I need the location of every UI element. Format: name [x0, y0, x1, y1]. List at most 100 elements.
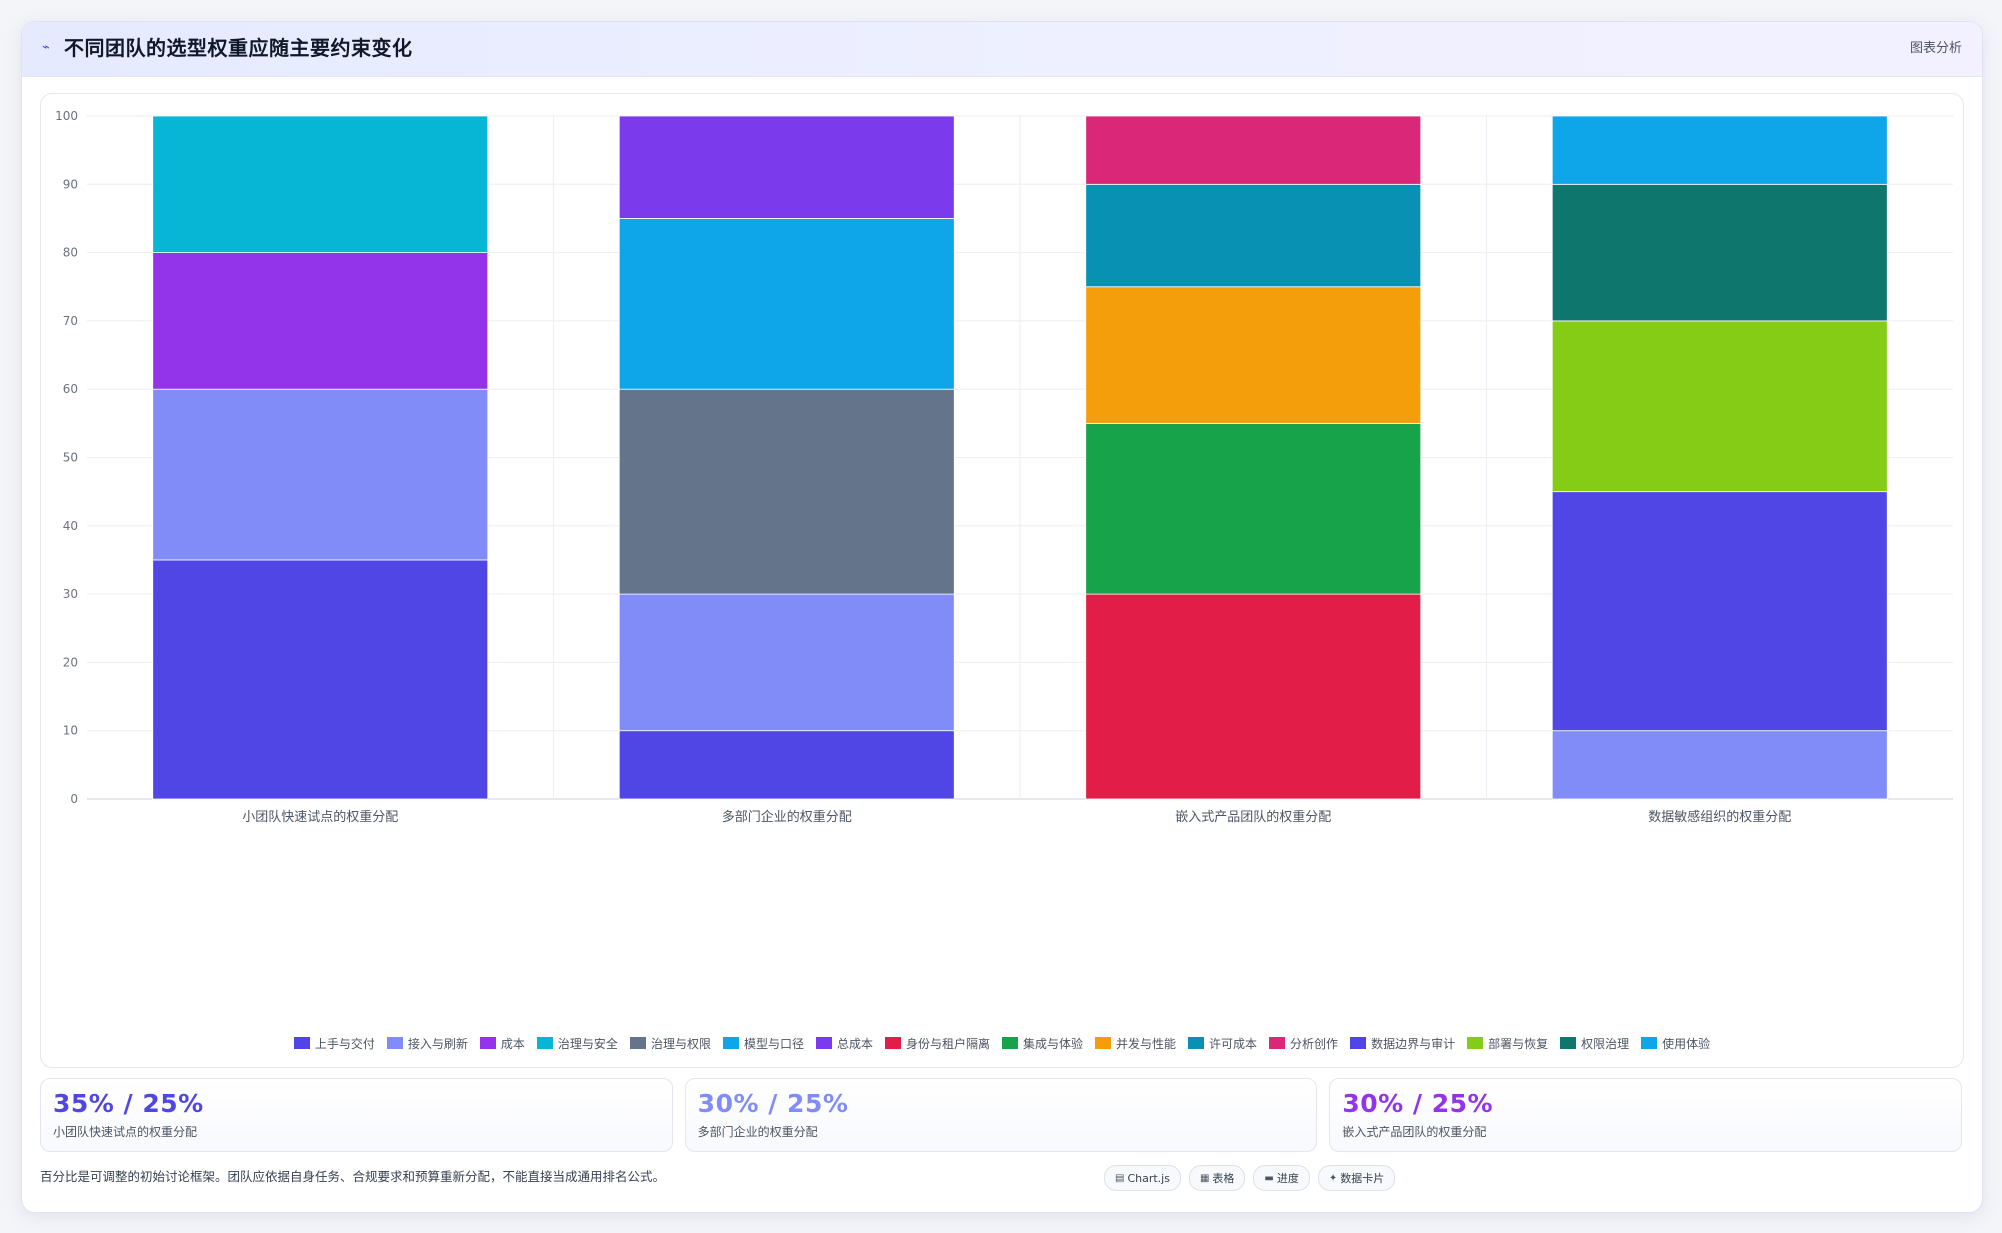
- bar-segment: [618, 388, 955, 595]
- bar-segment: [1551, 183, 1888, 322]
- y-tick-label: 70: [63, 314, 78, 328]
- legend-item[interactable]: 权限治理: [1560, 1035, 1629, 1052]
- legend-label: 并发与性能: [1116, 1036, 1177, 1051]
- legend-label: 许可成本: [1209, 1036, 1258, 1051]
- legend-swatch: [1560, 1037, 1577, 1049]
- legend-swatch: [386, 1037, 403, 1049]
- stat-value: 30% / 25%: [697, 1089, 849, 1118]
- legend-label: 成本: [500, 1036, 525, 1051]
- y-tick-label: 50: [63, 451, 78, 465]
- y-tick-label: 100: [55, 109, 78, 123]
- view-button[interactable]: ▦ 表格: [1188, 1165, 1246, 1191]
- bar-segment: [152, 559, 489, 800]
- stat-label: 小团队快速试点的权重分配: [53, 1125, 198, 1139]
- legend-swatch: [1269, 1037, 1286, 1049]
- legend-item[interactable]: 接入与刷新: [386, 1035, 468, 1052]
- stat-card: 30% / 25% 多部门企业的权重分配: [684, 1078, 1318, 1152]
- legend-item[interactable]: 成本: [479, 1035, 525, 1052]
- stat-value: 35% / 25%: [53, 1089, 204, 1118]
- legend-swatch: [815, 1037, 832, 1049]
- view-button-label: Chart.js: [1127, 1171, 1170, 1185]
- legend-item[interactable]: 身份与租户隔离: [884, 1035, 990, 1052]
- y-tick-label: 20: [63, 655, 78, 669]
- legend-swatch: [1095, 1037, 1112, 1049]
- legend-swatch: [536, 1037, 553, 1049]
- legend-label: 使用体验: [1662, 1036, 1711, 1051]
- legend-item[interactable]: 分析创作: [1269, 1035, 1338, 1052]
- bar-segment: [152, 388, 489, 561]
- legend-swatch: [1350, 1037, 1367, 1049]
- legend-label: 模型与口径: [743, 1036, 804, 1051]
- stat-value: 30% / 25%: [1342, 1089, 1494, 1118]
- view-button[interactable]: ✦ 数据卡片: [1317, 1165, 1396, 1191]
- legend-item[interactable]: 治理与权限: [629, 1035, 711, 1052]
- bar-segment: [1551, 320, 1888, 493]
- x-tick-label: 数据敏感组织的权重分配: [1648, 809, 1791, 825]
- legend-item[interactable]: 许可成本: [1188, 1035, 1257, 1052]
- y-tick-label: 90: [63, 177, 78, 191]
- view-button-label: 数据卡片: [1340, 1172, 1385, 1185]
- legend-label: 上手与交付: [314, 1036, 375, 1051]
- view-icon: ✦: [1328, 1172, 1338, 1184]
- legend-swatch: [884, 1037, 901, 1049]
- view-toolbar: ▤ Chart.js ▦ 表格 ▬ 进度 ✦ 数据卡片: [1104, 1165, 1396, 1191]
- legend-item[interactable]: 上手与交付: [293, 1035, 375, 1052]
- legend-label: 接入与刷新: [407, 1036, 468, 1051]
- bar-segment: [618, 730, 955, 800]
- x-tick-label: 多部门企业的权重分配: [722, 809, 852, 825]
- legend-item[interactable]: 集成与体验: [1002, 1035, 1083, 1052]
- legend-label: 治理与安全: [557, 1036, 618, 1051]
- legend-swatch: [1467, 1037, 1484, 1049]
- y-tick-label: 80: [63, 246, 78, 260]
- stat-label: 嵌入式产品团队的权重分配: [1342, 1125, 1487, 1139]
- legend-swatch: [1188, 1037, 1205, 1049]
- legend-item[interactable]: 部署与恢复: [1467, 1035, 1548, 1052]
- bar-segment: [618, 218, 955, 390]
- legend-item[interactable]: 数据边界与审计: [1350, 1035, 1455, 1052]
- view-button[interactable]: ▤ Chart.js: [1104, 1165, 1181, 1191]
- legend-item[interactable]: 使用体验: [1641, 1035, 1710, 1052]
- legend-label: 身份与租户隔离: [905, 1036, 990, 1051]
- chart-trend-icon: ⌁: [42, 40, 50, 55]
- bar-segment: [618, 593, 955, 732]
- stacked-bar-chart: 0 10 20 30 40 50 60 70 80 90 100 小团队快速试点的权重分配 多部门企业的…: [55, 109, 1953, 825]
- x-tick-label: 小团队快速试点的权重分配: [242, 809, 398, 825]
- view-icon: ▤: [1115, 1172, 1125, 1184]
- legend-label: 集成与体验: [1023, 1036, 1084, 1051]
- legend-item[interactable]: 并发与性能: [1095, 1035, 1176, 1052]
- legend-item[interactable]: 治理与安全: [536, 1035, 618, 1052]
- y-tick-label: 10: [63, 724, 78, 738]
- bar-segment: [1085, 286, 1422, 424]
- legend-swatch: [1002, 1037, 1018, 1049]
- bar-segment: [1551, 730, 1888, 800]
- bar-segment: [152, 115, 489, 254]
- chart-legend: 上手与交付 接入与刷新 成本 治理与安全 治理与权限 模型与口径 总成本 身份与租户隔离 集成与…: [41, 1032, 1963, 1054]
- legend-swatch: [479, 1037, 496, 1049]
- chart-analysis-link[interactable]: 图表分析: [1909, 41, 1962, 56]
- legend-label: 分析创作: [1290, 1036, 1339, 1051]
- legend-swatch: [1641, 1037, 1658, 1049]
- bar-segment: [152, 252, 489, 390]
- legend-label: 权限治理: [1581, 1036, 1630, 1051]
- footnote: 百分比是可调整的初始讨论框架。团队应依据自身任务、合规要求和预算重新分配，不能直…: [40, 1169, 666, 1184]
- bar-segment: [1551, 115, 1888, 185]
- view-button-label: 表格: [1212, 1172, 1235, 1185]
- legend-label: 总成本: [836, 1036, 873, 1051]
- view-icon: ▬: [1264, 1172, 1274, 1184]
- legend-label: 部署与恢复: [1488, 1036, 1549, 1051]
- view-button[interactable]: ▬ 进度: [1253, 1165, 1310, 1191]
- stat-card: 35% / 25% 小团队快速试点的权重分配: [40, 1078, 673, 1152]
- bar-segment: [1085, 422, 1422, 595]
- stat-label: 多部门企业的权重分配: [697, 1125, 818, 1139]
- legend-item[interactable]: 模型与口径: [722, 1035, 804, 1052]
- bar-segment: [1085, 115, 1422, 185]
- bar-segment: [1551, 491, 1888, 732]
- x-tick-label: 嵌入式产品团队的权重分配: [1175, 809, 1331, 825]
- y-tick-label: 0: [70, 792, 78, 806]
- page-title: 不同团队的选型权重应随主要约束变化: [64, 36, 413, 60]
- legend-label: 治理与权限: [650, 1036, 711, 1051]
- y-tick-label: 30: [63, 587, 78, 601]
- card-header: ⌁ 不同团队的选型权重应随主要约束变化 图表分析: [22, 22, 1982, 77]
- bar-segment: [618, 115, 955, 219]
- legend-item[interactable]: 总成本: [815, 1035, 873, 1052]
